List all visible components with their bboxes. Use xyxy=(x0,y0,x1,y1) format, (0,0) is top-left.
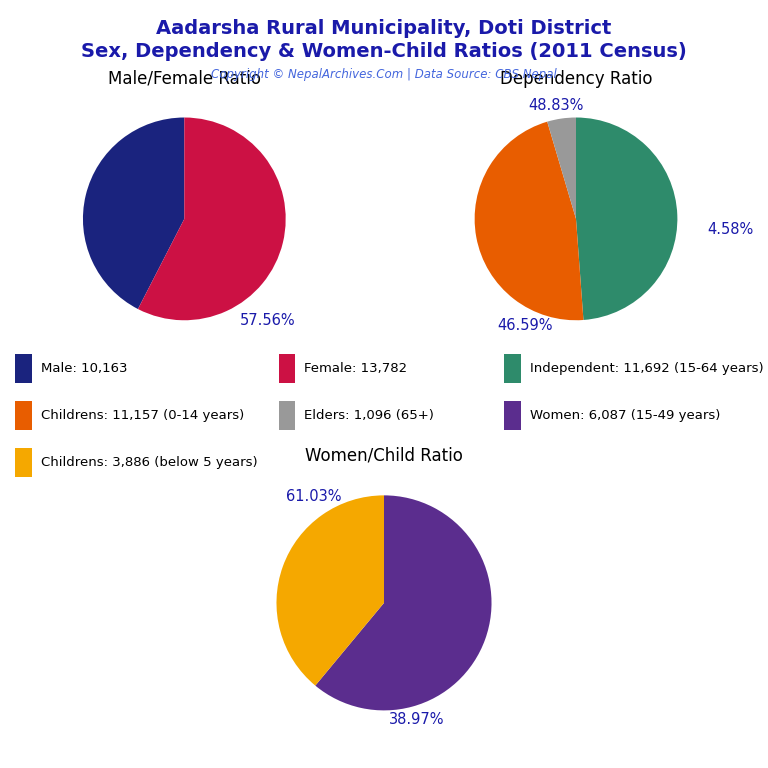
Bar xyxy=(505,401,521,430)
Bar xyxy=(15,354,31,383)
Text: 61.03%: 61.03% xyxy=(286,488,342,504)
Text: Elders: 1,096 (65+): Elders: 1,096 (65+) xyxy=(304,409,434,422)
Text: Male: 10,163: Male: 10,163 xyxy=(41,362,127,375)
Text: Childrens: 11,157 (0-14 years): Childrens: 11,157 (0-14 years) xyxy=(41,409,244,422)
Text: 38.97%: 38.97% xyxy=(389,712,444,727)
Bar xyxy=(505,354,521,383)
Text: Aadarsha Rural Municipality, Doti District: Aadarsha Rural Municipality, Doti Distri… xyxy=(157,19,611,38)
Wedge shape xyxy=(548,118,576,219)
Text: Copyright © NepalArchives.Com | Data Source: CBS Nepal: Copyright © NepalArchives.Com | Data Sou… xyxy=(211,68,557,81)
Wedge shape xyxy=(316,495,492,710)
Text: 4.58%: 4.58% xyxy=(708,222,754,237)
Wedge shape xyxy=(83,118,184,309)
Text: Women: 6,087 (15-49 years): Women: 6,087 (15-49 years) xyxy=(530,409,720,422)
Title: Dependency Ratio: Dependency Ratio xyxy=(500,70,652,88)
Title: Male/Female Ratio: Male/Female Ratio xyxy=(108,70,261,88)
Title: Women/Child Ratio: Women/Child Ratio xyxy=(305,446,463,464)
Text: Independent: 11,692 (15-64 years): Independent: 11,692 (15-64 years) xyxy=(530,362,763,375)
Text: 48.83%: 48.83% xyxy=(528,98,584,113)
Text: Childrens: 3,886 (below 5 years): Childrens: 3,886 (below 5 years) xyxy=(41,456,257,469)
Text: Sex, Dependency & Women-Child Ratios (2011 Census): Sex, Dependency & Women-Child Ratios (20… xyxy=(81,42,687,61)
Wedge shape xyxy=(576,118,677,320)
Bar xyxy=(279,401,295,430)
Bar xyxy=(279,354,295,383)
Wedge shape xyxy=(138,118,286,320)
Wedge shape xyxy=(276,495,384,686)
Text: 57.56%: 57.56% xyxy=(240,313,296,329)
Wedge shape xyxy=(475,121,584,320)
Bar xyxy=(15,401,31,430)
Text: 46.59%: 46.59% xyxy=(498,319,553,333)
Bar xyxy=(15,449,31,477)
Text: Female: 13,782: Female: 13,782 xyxy=(304,362,407,375)
